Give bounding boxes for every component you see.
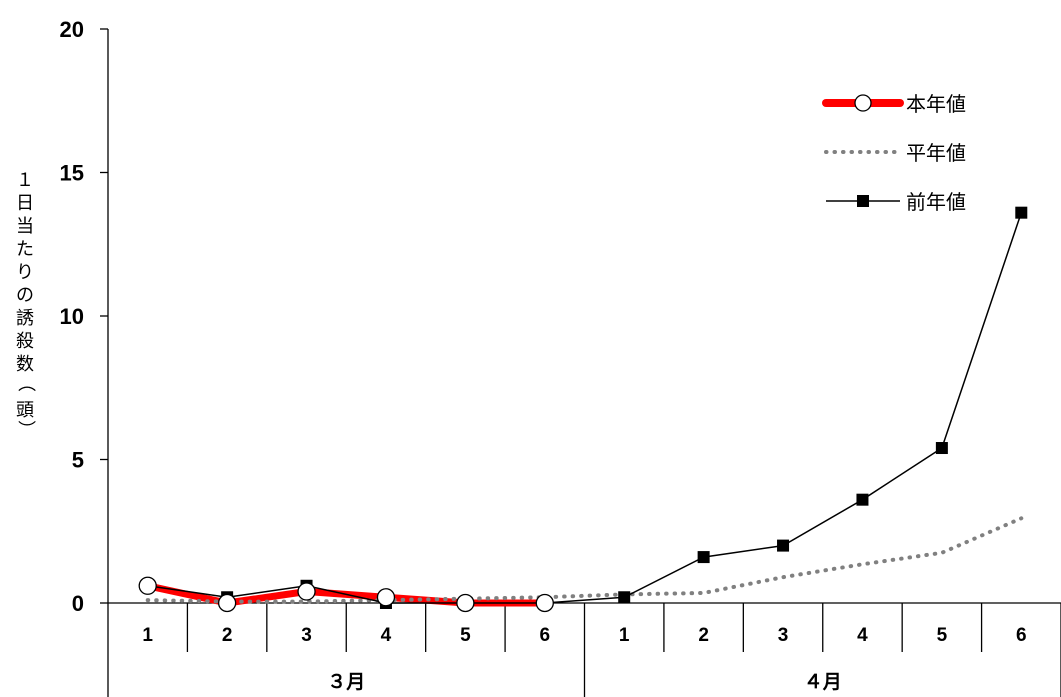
- y-tick-label: 20: [60, 17, 84, 42]
- y-tick-label: 0: [72, 591, 84, 616]
- y-tick-label: 5: [72, 448, 84, 473]
- y-axis-label-char: の: [16, 285, 34, 306]
- y-tick-label: 10: [60, 304, 84, 329]
- data-point-前年値: [856, 493, 869, 506]
- legend-label-前年値: 前年値: [906, 190, 966, 214]
- legend-marker-前年値: [857, 195, 869, 207]
- data-point-本年値: [376, 588, 396, 607]
- x-category-label: 6: [1016, 625, 1027, 646]
- y-axis-label-char: 当: [16, 216, 34, 237]
- y-axis-label-char: ）: [15, 420, 36, 438]
- series-layer: [138, 206, 1028, 613]
- x-category-label: 4: [857, 625, 868, 646]
- data-point-前年値: [777, 539, 790, 552]
- y-axis-label-char: た: [16, 239, 34, 260]
- x-group-label: ３月: [327, 671, 365, 693]
- y-axis-label-char: 頭: [16, 400, 34, 421]
- data-point-前年値: [1015, 206, 1028, 219]
- x-group-label: ４月: [804, 671, 842, 693]
- x-category-label: 2: [698, 625, 709, 646]
- y-axis-label-char: り: [16, 262, 34, 283]
- x-category-label: 1: [142, 625, 153, 646]
- y-axis-label-char: １: [16, 170, 34, 191]
- legend-label-本年値: 本年値: [906, 92, 966, 116]
- data-point-本年値: [297, 582, 316, 601]
- data-point-本年値: [535, 593, 554, 613]
- data-point-前年値: [935, 442, 948, 455]
- data-point-本年値: [217, 593, 237, 613]
- x-category-label: 4: [381, 625, 392, 646]
- legend-marker-本年値: [854, 94, 872, 112]
- y-axis-label-char: 誘: [16, 308, 34, 329]
- y-tick-label: 15: [60, 161, 84, 186]
- x-category-label: 3: [301, 625, 312, 646]
- series-line-前年値: [147, 212, 1023, 604]
- x-category-label: 2: [222, 625, 233, 646]
- y-axis-label-char: 日: [16, 193, 34, 214]
- legend-label-平年値: 平年値: [906, 141, 966, 165]
- x-category-label: 1: [619, 625, 630, 646]
- axes: 0 5 10 15 20 1 2 3 4 5 6 ３月 1 2 3 4 5 6 ４月: [60, 17, 1061, 697]
- x-category-label: 5: [937, 625, 948, 646]
- x-category-label: 3: [778, 625, 789, 646]
- y-axis-label-char: 数: [16, 354, 34, 375]
- data-point-本年値: [138, 576, 157, 595]
- series-line-平年値: [145, 516, 1024, 604]
- x-category-label: 6: [540, 625, 551, 646]
- data-point-前年値: [697, 551, 710, 564]
- x-category-label: 5: [460, 625, 471, 646]
- data-point-本年値: [456, 593, 475, 613]
- y-axis-label-char: 殺: [16, 331, 34, 352]
- data-point-前年値: [618, 591, 631, 604]
- y-axis-label-char: （: [15, 374, 36, 392]
